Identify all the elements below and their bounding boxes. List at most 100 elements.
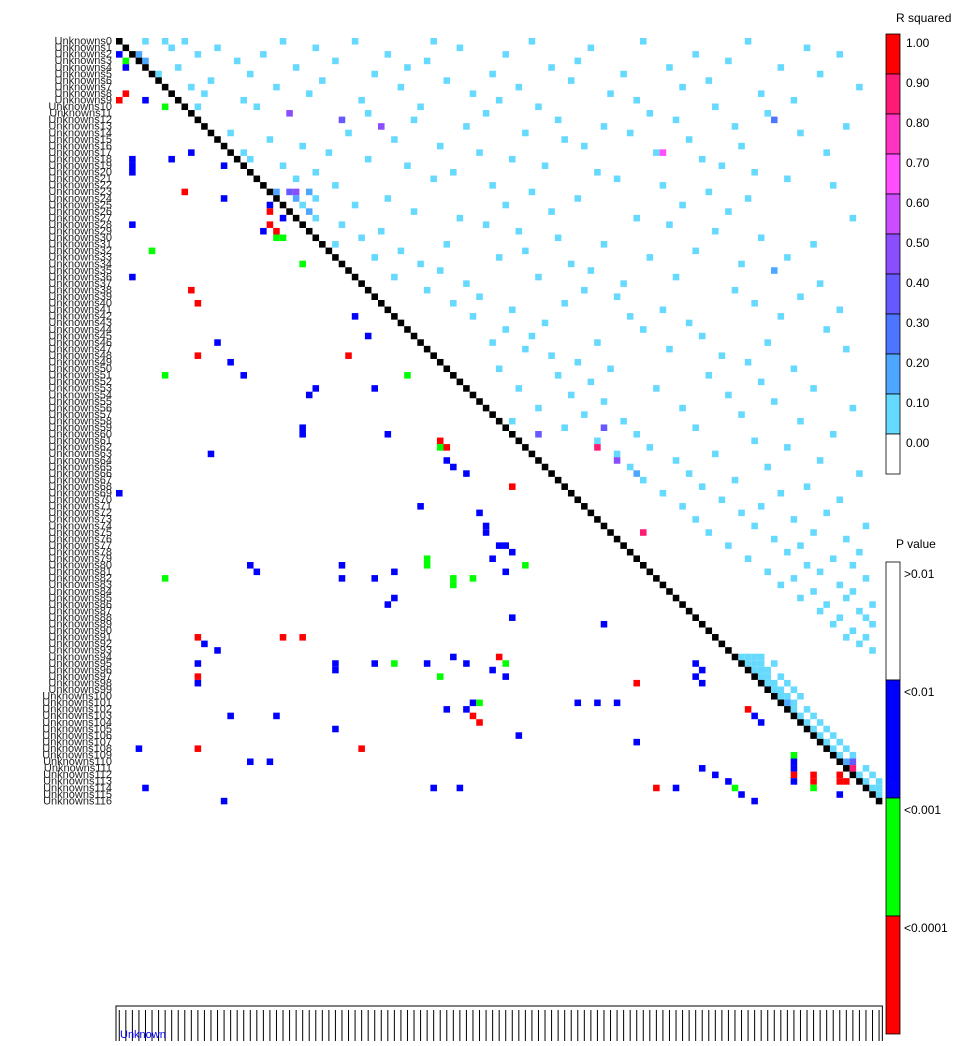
r-squared-cell bbox=[273, 188, 280, 196]
p-value-cell bbox=[692, 673, 699, 680]
r-squared-legend-title: R squared bbox=[896, 11, 951, 25]
r-squared-cell bbox=[142, 57, 149, 65]
r-squared-cell bbox=[797, 417, 804, 425]
r-squared-swatch bbox=[885, 393, 901, 435]
r-squared-cell bbox=[417, 103, 424, 111]
p-value-cell bbox=[698, 765, 706, 772]
p-value-cell bbox=[168, 155, 175, 163]
p-value-cell bbox=[312, 385, 320, 392]
r-squared-cell bbox=[567, 391, 575, 399]
r-squared-cell bbox=[829, 620, 837, 628]
p-value-cell bbox=[476, 509, 483, 517]
p-value-cell bbox=[443, 457, 451, 464]
row-label: Unknowns50 bbox=[48, 363, 112, 375]
r-squared-cell bbox=[797, 293, 804, 300]
row-label: Unknowns94 bbox=[48, 651, 112, 663]
r-squared-cell bbox=[207, 77, 215, 84]
r-squared-cell bbox=[181, 38, 189, 45]
r-squared-cell bbox=[869, 784, 876, 792]
row-label: Unknowns67 bbox=[48, 474, 112, 486]
row-label: Unknowns38 bbox=[48, 284, 112, 296]
r-squared-cell bbox=[836, 751, 844, 759]
r-squared-cell bbox=[613, 293, 621, 300]
r-squared-cell bbox=[659, 182, 667, 189]
r-squared-cell bbox=[227, 129, 234, 137]
r-squared-cell bbox=[666, 221, 673, 228]
p-value-cell bbox=[299, 260, 306, 268]
diagonal-cell bbox=[312, 234, 320, 242]
r-squared-cell bbox=[744, 358, 752, 366]
p-value-cell bbox=[469, 699, 477, 707]
diagonal-cell bbox=[391, 313, 398, 320]
p-value-cell bbox=[220, 797, 228, 805]
diagonal-cell bbox=[607, 529, 614, 536]
r-squared-cell bbox=[351, 38, 359, 45]
r-squared-cell bbox=[594, 437, 601, 445]
row-label: Unknowns65 bbox=[48, 461, 112, 473]
diagonal-cell bbox=[862, 784, 870, 792]
row-label: Unknowns22 bbox=[48, 180, 112, 192]
diagonal-cell bbox=[574, 496, 582, 504]
p-value-cell bbox=[502, 660, 509, 667]
r-squared-cell bbox=[325, 149, 333, 156]
r-squared-cell bbox=[371, 70, 378, 78]
diagonal-cell bbox=[843, 765, 850, 772]
r-squared-cell bbox=[594, 169, 601, 176]
r-squared-tick-label: 0.30 bbox=[906, 316, 930, 330]
p-value-cell bbox=[122, 57, 130, 65]
r-squared-cell bbox=[515, 385, 523, 392]
diagonal-cell bbox=[122, 44, 130, 52]
diagonal-cell bbox=[476, 398, 483, 405]
diagonal-cell bbox=[705, 627, 713, 635]
row-label: Unknowns78 bbox=[48, 546, 112, 558]
row-label: Unknowns25 bbox=[48, 199, 112, 211]
r-squared-cell bbox=[633, 214, 640, 222]
r-squared-cell bbox=[495, 254, 503, 261]
r-squared-cell bbox=[502, 326, 509, 333]
r-squared-cell bbox=[731, 123, 739, 130]
r-squared-cell bbox=[679, 503, 686, 510]
r-squared-cell bbox=[751, 653, 758, 661]
diagonal-cell bbox=[358, 280, 365, 287]
r-squared-cell bbox=[757, 378, 765, 386]
r-squared-cell bbox=[790, 365, 798, 373]
p-value-cell bbox=[509, 614, 516, 621]
p-value-cell bbox=[738, 791, 745, 798]
diagonal-cell bbox=[430, 352, 437, 359]
r-squared-cell bbox=[836, 51, 844, 58]
diagonal-cell bbox=[633, 555, 640, 562]
p-value-cell bbox=[299, 431, 306, 438]
r-squared-cell bbox=[509, 155, 516, 163]
r-squared-cell bbox=[587, 378, 595, 386]
r-squared-cell bbox=[535, 103, 542, 111]
r-squared-cell bbox=[653, 385, 660, 392]
r-squared-cell bbox=[856, 640, 863, 648]
diagonal-cell bbox=[469, 391, 477, 399]
row-label: Unknowns20 bbox=[48, 167, 112, 179]
row-label: Unknowns109 bbox=[42, 750, 112, 762]
p-value-cell bbox=[450, 581, 457, 589]
p-value-cell bbox=[633, 679, 640, 687]
row-label: Unknowns56 bbox=[48, 402, 112, 414]
r-squared-cell bbox=[155, 70, 162, 78]
p-value-cell bbox=[358, 745, 365, 752]
p-value-cell bbox=[240, 372, 247, 379]
diagonal-cell bbox=[731, 653, 739, 661]
row-label: Unknowns71 bbox=[48, 501, 112, 513]
r-squared-cell bbox=[784, 175, 791, 183]
row-label: Unknowns21 bbox=[48, 173, 112, 185]
p-value-cell bbox=[279, 214, 287, 222]
r-squared-swatch bbox=[885, 353, 901, 395]
r-squared-cell bbox=[620, 280, 627, 287]
r-squared-cell bbox=[397, 83, 405, 91]
row-label: Unknowns83 bbox=[48, 579, 112, 591]
r-squared-cell bbox=[705, 529, 713, 536]
r-squared-cell bbox=[738, 653, 745, 661]
row-label: Unknowns43 bbox=[48, 317, 112, 329]
row-label: Unknowns66 bbox=[48, 468, 112, 480]
row-label: Unknowns44 bbox=[48, 324, 112, 336]
r-squared-cell bbox=[771, 535, 778, 543]
p-value-cell bbox=[574, 699, 582, 707]
r-squared-cell bbox=[862, 778, 870, 785]
